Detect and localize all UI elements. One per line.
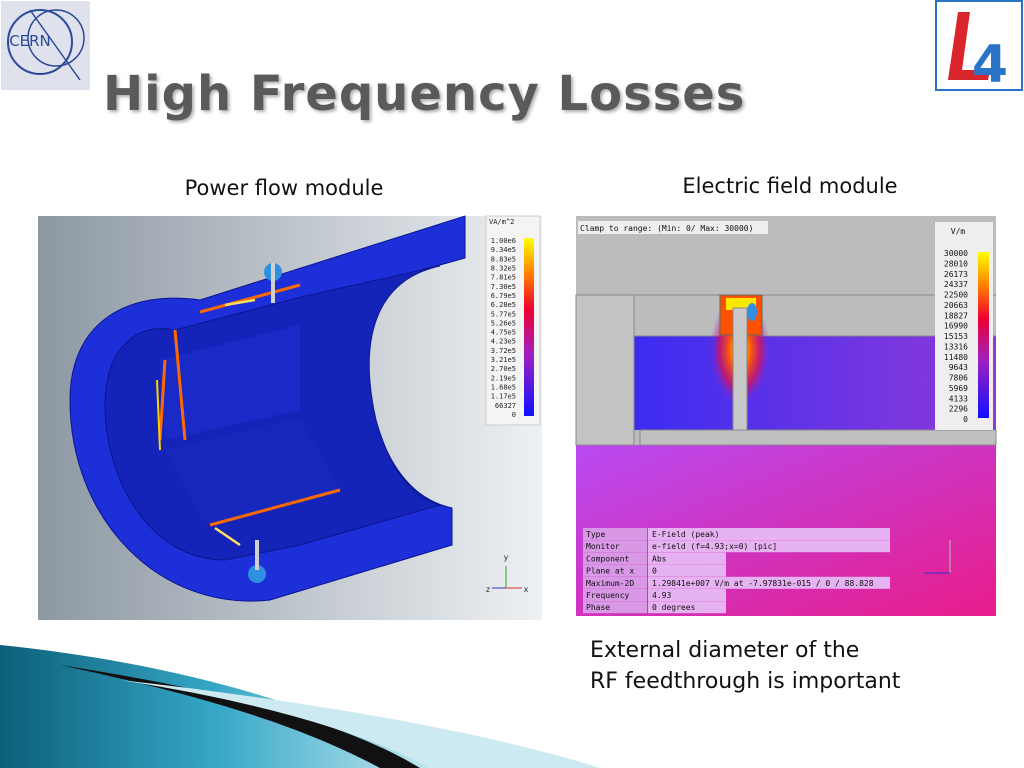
colorbar-label: 4133 xyxy=(949,394,968,403)
colorbar-label: 4.23e5 xyxy=(491,338,516,346)
logo-text: 4 xyxy=(972,35,1008,95)
table-value: 0 xyxy=(652,567,657,576)
table-label: Frequency xyxy=(586,591,630,600)
colorbar-label: 20663 xyxy=(944,301,968,310)
colorbar-label: 2.19e5 xyxy=(491,374,516,382)
table-cell xyxy=(648,528,890,540)
colorbar-label: 8.32e5 xyxy=(491,264,516,272)
colorbar-label: 24337 xyxy=(944,280,968,289)
note-line: RF feedthrough is important xyxy=(590,669,901,694)
colorbar-label: 16990 xyxy=(944,322,968,331)
colorbar-label: 0 xyxy=(512,411,516,419)
table-value: Abs xyxy=(652,554,667,563)
colorbar-label: 5969 xyxy=(949,384,968,393)
axis-label: y xyxy=(504,553,509,562)
table-value: 1.29841e+007 V/m at -7.97831e-015 / 0 / … xyxy=(652,579,874,588)
colorbar-label: 30000 xyxy=(944,249,968,258)
table-cell xyxy=(583,540,647,553)
table-value: e-field (f=4.93;x=0) [pic] xyxy=(652,542,777,551)
colorbar-label: 7806 xyxy=(949,374,968,383)
colorbar-label: 18827 xyxy=(944,311,968,320)
table-cell xyxy=(648,576,890,589)
table-value: E-Field (peak) xyxy=(652,530,719,539)
colorbar-label: 3.72e5 xyxy=(491,347,516,355)
table-cell xyxy=(648,552,726,565)
colorbar-label: 9.34e5 xyxy=(491,246,516,254)
table-label: Plane at x xyxy=(586,567,634,576)
table-value: 4.93 xyxy=(652,591,671,600)
colorbar-label: 3.21e5 xyxy=(491,356,516,364)
power-flow-image xyxy=(38,215,542,620)
colorbar-label: 2.70e5 xyxy=(491,365,516,373)
table-label: Phase xyxy=(586,603,610,612)
colorbar-label: 2296 xyxy=(949,405,968,414)
table-cell xyxy=(648,540,890,553)
decoration xyxy=(0,645,600,768)
colorbar-label: 6.28e5 xyxy=(491,301,516,309)
cern-logo: CERN xyxy=(1,1,90,90)
table-cell xyxy=(583,589,647,601)
colorbar-label: 5.77e5 xyxy=(491,310,516,318)
colorbar-label: 8.83e5 xyxy=(491,255,516,263)
axis-label: x xyxy=(524,585,529,594)
colorbar-unit: V/m xyxy=(951,227,966,236)
colorbar-label: 4.75e5 xyxy=(491,329,516,337)
table-cell xyxy=(648,601,726,614)
clamp-note: Clamp to range: (Min: 0/ Max: 30000) xyxy=(580,224,753,233)
colorbar-unit: VA/m^2 xyxy=(489,218,514,226)
caption: Power flow module xyxy=(185,176,384,200)
table-value: 0 degrees xyxy=(652,603,696,612)
colorbar-label: 66327 xyxy=(495,402,516,410)
colorbar-label: 15153 xyxy=(944,332,968,341)
table-cell xyxy=(583,576,647,589)
table-cell xyxy=(648,564,726,577)
colorbar-label: 6.79e5 xyxy=(491,292,516,300)
table-cell xyxy=(583,552,647,565)
note-line: External diameter of the xyxy=(590,638,859,663)
colorbar-label: 7.81e5 xyxy=(491,274,516,282)
table-cell xyxy=(583,564,647,577)
l4-logo: 4 xyxy=(935,0,1023,95)
logo-text: CERN xyxy=(9,32,51,50)
colorbar-label: 1.00e6 xyxy=(491,237,516,245)
table-label: Monitor xyxy=(586,542,620,551)
colorbar-label: 28010 xyxy=(944,259,968,268)
caption: Electric field module xyxy=(682,174,897,198)
table-label: Type xyxy=(586,530,605,539)
table-label: Maximum-2D xyxy=(586,579,634,588)
table-cell xyxy=(648,589,726,601)
colorbar-label: 26173 xyxy=(944,270,968,279)
axis-label: z xyxy=(486,585,490,594)
colorbar-label: 22500 xyxy=(944,291,968,300)
colorbar-label: 11480 xyxy=(944,353,968,362)
colorbar-label: 13316 xyxy=(944,342,968,351)
colorbar-label: 5.26e5 xyxy=(491,319,516,327)
table-cell xyxy=(583,528,647,540)
colorbar-label: 1.68e5 xyxy=(491,384,516,392)
slide-title: High Frequency Losses xyxy=(103,66,745,122)
colorbar-label: 1.17e5 xyxy=(491,393,516,401)
colorbar-label: 9643 xyxy=(949,363,968,372)
colorbar-label: 7.30e5 xyxy=(491,283,516,291)
colorbar-label: 0 xyxy=(963,415,968,424)
table-label: Component xyxy=(586,554,630,563)
table-cell xyxy=(583,601,647,614)
